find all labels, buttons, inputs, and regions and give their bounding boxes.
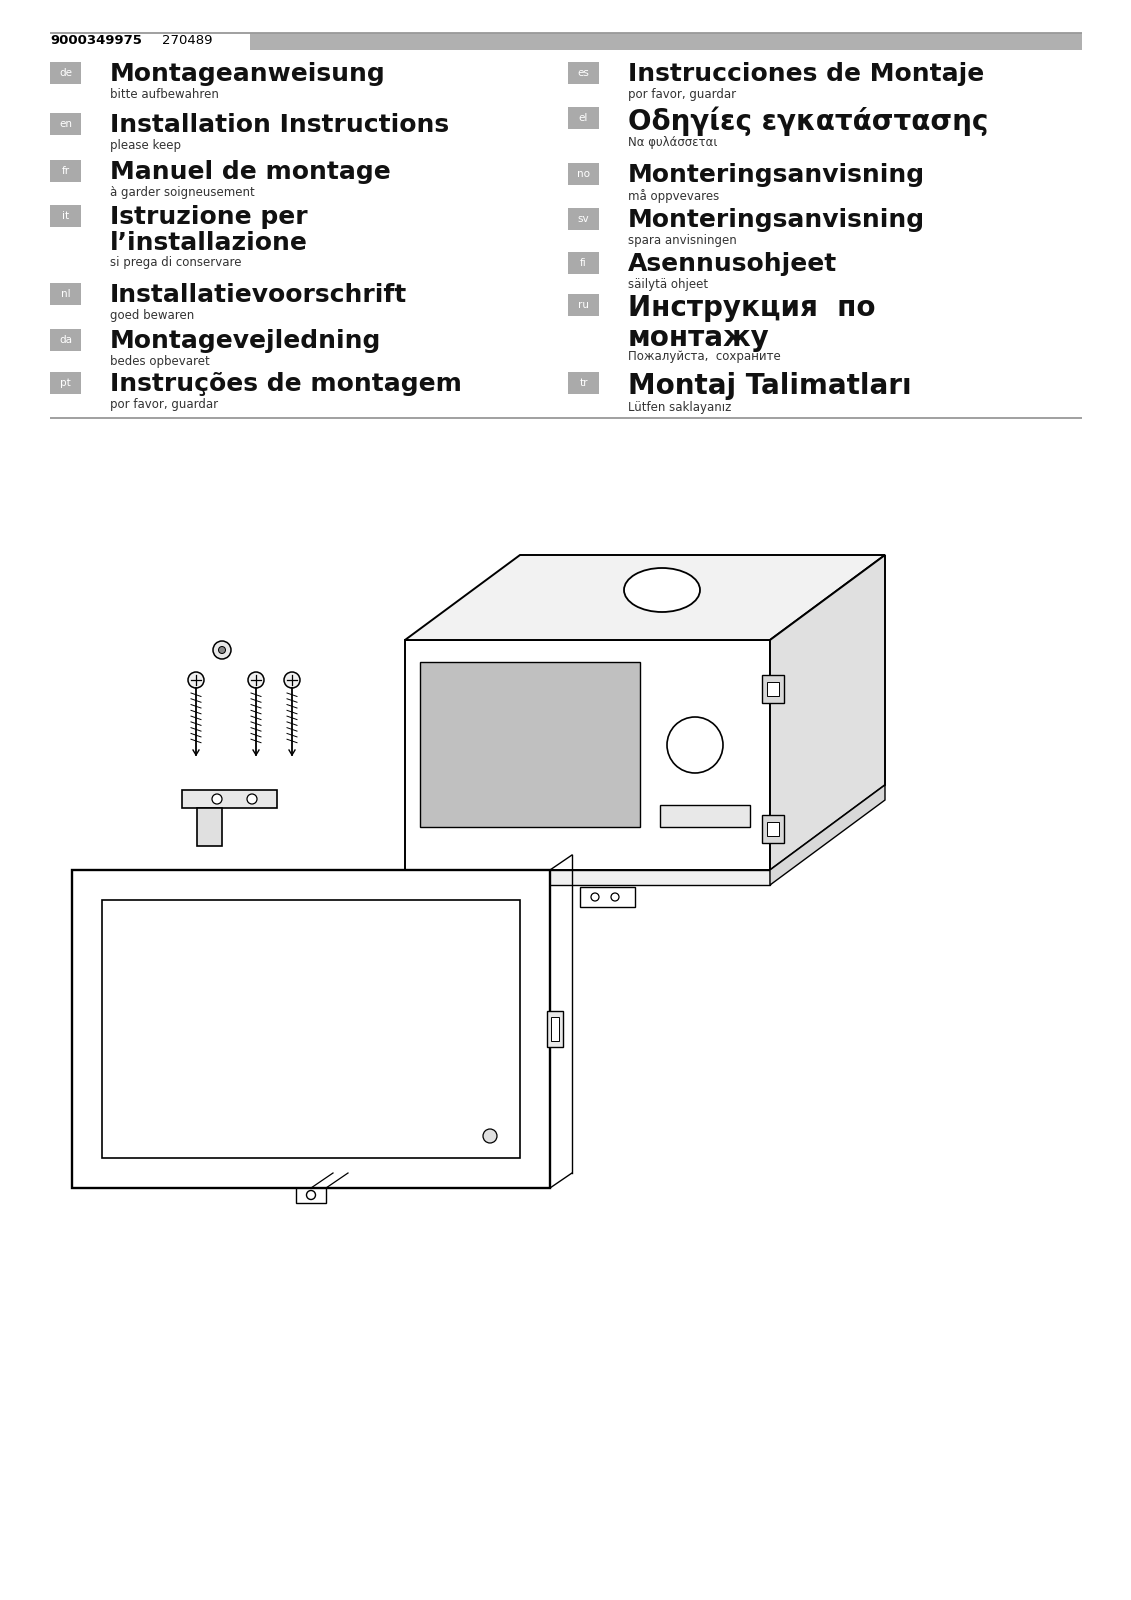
Bar [50, 371, 81, 394]
Text: Monteringsanvisning: Monteringsanvisning [628, 163, 925, 187]
Text: spara anvisningen: spara anvisningen [628, 234, 736, 246]
Bar [568, 371, 599, 394]
Bar [568, 251, 599, 274]
Text: nl: nl [61, 290, 70, 299]
Text: Instrucciones de Montaje: Instrucciones de Montaje [628, 62, 984, 86]
Circle shape [211, 794, 222, 803]
Text: please keep: please keep [110, 139, 181, 152]
Polygon shape [405, 870, 770, 885]
Bar [551, 1018, 559, 1042]
Polygon shape [405, 555, 884, 640]
Text: Пожалуйста,  сохраните: Пожалуйста, сохраните [628, 350, 780, 363]
Text: sv: sv [578, 214, 589, 224]
Polygon shape [420, 662, 640, 827]
Polygon shape [770, 786, 884, 885]
Text: Montaj Talimatları: Montaj Talimatları [628, 371, 912, 400]
Bar [50, 283, 81, 306]
Text: en: en [59, 118, 72, 130]
Text: da: da [59, 334, 72, 346]
Text: säilytä ohjeet: säilytä ohjeet [628, 278, 708, 291]
Text: es: es [578, 67, 589, 78]
Bar [762, 814, 784, 843]
Text: Instruções de montagem: Instruções de montagem [110, 371, 461, 395]
Text: tr: tr [579, 378, 588, 387]
Text: si prega di conservare: si prega di conservare [110, 256, 242, 269]
Circle shape [667, 717, 723, 773]
Bar [50, 330, 81, 350]
Bar [50, 114, 81, 134]
Text: Montageanweisung: Montageanweisung [110, 62, 386, 86]
Text: fr: fr [61, 166, 70, 176]
Bar [50, 160, 81, 182]
Polygon shape [405, 640, 770, 870]
Circle shape [284, 672, 300, 688]
Bar [568, 62, 599, 83]
Text: Инструкция  по
монтажу: Инструкция по монтажу [628, 294, 875, 352]
Text: por favor, guardar: por favor, guardar [628, 88, 736, 101]
Polygon shape [182, 790, 277, 808]
Text: Istruzione per
l’installazione: Istruzione per l’installazione [110, 205, 308, 254]
Text: 9000349975: 9000349975 [50, 35, 141, 48]
Bar [250, 34, 1082, 50]
Text: it: it [62, 211, 69, 221]
Circle shape [213, 642, 231, 659]
Ellipse shape [624, 568, 700, 611]
Bar [767, 682, 779, 696]
Text: må oppvevares: må oppvevares [628, 189, 719, 203]
Circle shape [218, 646, 225, 653]
Polygon shape [72, 870, 550, 1187]
Text: ru: ru [578, 301, 589, 310]
Circle shape [483, 1130, 497, 1142]
Bar [296, 1187, 326, 1203]
Bar [568, 107, 599, 130]
Text: 270489: 270489 [162, 35, 213, 48]
Text: Montagevejledning: Montagevejledning [110, 330, 381, 354]
Circle shape [247, 794, 257, 803]
Bar [762, 675, 784, 702]
Bar [568, 163, 599, 186]
Bar [50, 205, 81, 227]
Bar [568, 294, 599, 317]
Text: à garder soigneusement: à garder soigneusement [110, 186, 254, 198]
Bar [767, 822, 779, 835]
Text: Monteringsanvisning: Monteringsanvisning [628, 208, 925, 232]
Text: Manuel de montage: Manuel de montage [110, 160, 390, 184]
Circle shape [248, 672, 264, 688]
Bar [50, 62, 81, 83]
Bar [661, 805, 750, 827]
Text: Να φυλάσσεται: Να φυλάσσεται [628, 136, 717, 149]
Text: Asennusohjeet: Asennusohjeet [628, 251, 837, 275]
Text: de: de [59, 67, 72, 78]
Text: Οδηγίες εγκατάστασης: Οδηγίες εγκατάστασης [628, 107, 988, 136]
Text: por favor, guardar: por favor, guardar [110, 398, 218, 411]
Text: bitte aufbewahren: bitte aufbewahren [110, 88, 219, 101]
Text: no: no [577, 170, 590, 179]
Text: Installatievoorschrift: Installatievoorschrift [110, 283, 407, 307]
Polygon shape [102, 899, 520, 1158]
Text: bedes opbevaret: bedes opbevaret [110, 355, 209, 368]
Text: el: el [579, 114, 588, 123]
Bar [580, 886, 634, 907]
Polygon shape [770, 555, 884, 870]
Text: Lütfen saklayanız: Lütfen saklayanız [628, 400, 732, 413]
Text: goed bewaren: goed bewaren [110, 309, 195, 322]
Polygon shape [197, 808, 222, 846]
Bar [547, 1011, 563, 1046]
Text: pt: pt [60, 378, 71, 387]
Bar [568, 208, 599, 230]
Text: fi: fi [580, 258, 587, 267]
Text: Installation Instructions: Installation Instructions [110, 114, 449, 138]
Circle shape [188, 672, 204, 688]
